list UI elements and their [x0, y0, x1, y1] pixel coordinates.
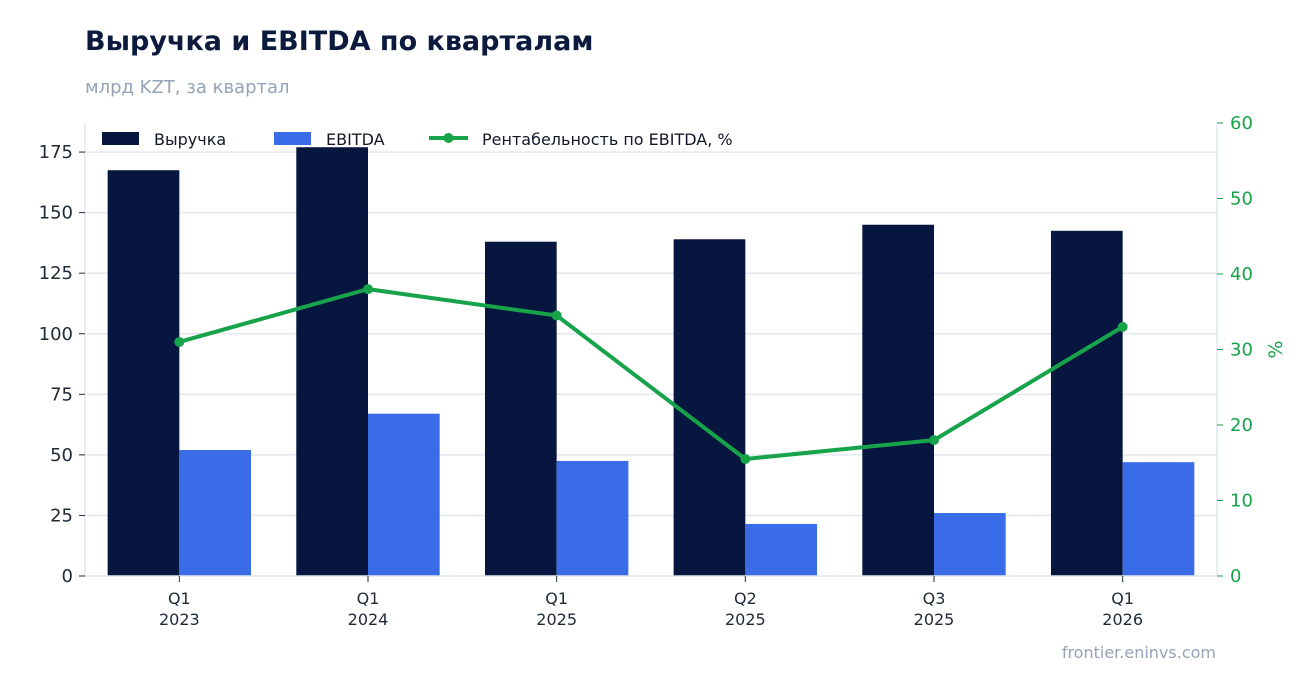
ebitda-bar — [556, 460, 629, 576]
legend-swatch-margin-dot — [443, 133, 454, 143]
ebitda-bar — [1122, 462, 1195, 576]
y2-tick-label: 60 — [1230, 113, 1253, 134]
chart-subtitle: млрд KZT, за квартал — [85, 77, 290, 98]
x-tick-label: 2024 — [348, 610, 389, 629]
y-tick-label: 175 — [39, 142, 73, 163]
revenue-bar — [296, 147, 368, 576]
margin-point — [174, 336, 185, 347]
margin-series-line — [178, 287, 1124, 461]
x-tick-label: Q1 — [545, 589, 568, 608]
legend-swatch-revenue — [102, 132, 139, 145]
y2-axis-label: % — [1265, 340, 1287, 358]
x-tick-label: Q2 — [734, 589, 757, 608]
y2-tick-label: 10 — [1230, 491, 1253, 512]
y2-tick-label: 50 — [1230, 189, 1253, 210]
revenue-bar — [484, 241, 557, 576]
margin-point — [1117, 321, 1128, 332]
legend-label-revenue: Выручка — [154, 130, 226, 149]
legend-swatch-ebitda — [274, 132, 311, 145]
x-tick-label: Q1 — [1111, 589, 1134, 608]
y2-tick-label: 20 — [1230, 415, 1253, 436]
y-tick-label: 0 — [62, 566, 73, 587]
y2-tick-label: 30 — [1230, 340, 1253, 361]
margin-line — [174, 284, 1128, 464]
margin-point — [740, 453, 751, 464]
source-label: frontier.eninvs.com — [1061, 643, 1216, 662]
x-tick-label: 2025 — [914, 610, 955, 629]
x-tick-label: 2025 — [536, 610, 577, 629]
y-tick-label: 150 — [39, 203, 73, 224]
axes: 0 25 50 75 100 125 150 175 0 10 20 30 40 50 60% Q1 2023 Q… — [39, 113, 1287, 629]
bar-marks — [107, 147, 1195, 576]
revenue-bar — [1050, 230, 1123, 576]
chart-legend: Выручка EBITDA Рентабельность по EBITDA, % — [102, 130, 733, 149]
y-tick-label: 50 — [50, 445, 73, 466]
x-tick-label: Q3 — [923, 589, 946, 608]
revenue-bar — [673, 239, 746, 576]
y-tick-label: 25 — [50, 505, 73, 526]
legend-label-ebitda: EBITDA — [326, 130, 385, 149]
margin-point — [363, 284, 373, 295]
ebitda-bar — [934, 513, 1006, 576]
x-tick-label: 2025 — [725, 610, 766, 629]
margin-point — [929, 435, 939, 446]
ebitda-bar — [179, 450, 252, 576]
y2-tick-label: 0 — [1230, 566, 1241, 587]
y-tick-label: 125 — [39, 263, 73, 284]
grid-lines — [85, 151, 1217, 517]
margin-point — [551, 310, 562, 321]
revenue-bar — [107, 170, 180, 576]
revenue-bar — [862, 224, 934, 576]
x-tick-label: Q1 — [168, 589, 191, 608]
x-tick-label: Q1 — [357, 589, 380, 608]
ebitda-bar — [368, 413, 440, 576]
ebitda-bar — [745, 523, 818, 576]
y2-tick-label: 40 — [1230, 264, 1253, 285]
x-tick-label: 2026 — [1102, 610, 1143, 629]
chart-title: Выручка и EBITDA по кварталам — [85, 26, 594, 57]
x-tick-label: 2023 — [159, 610, 200, 629]
y-tick-label: 100 — [39, 324, 73, 345]
y-tick-label: 75 — [50, 384, 73, 405]
legend-label-margin: Рентабельность по EBITDA, % — [482, 130, 733, 149]
